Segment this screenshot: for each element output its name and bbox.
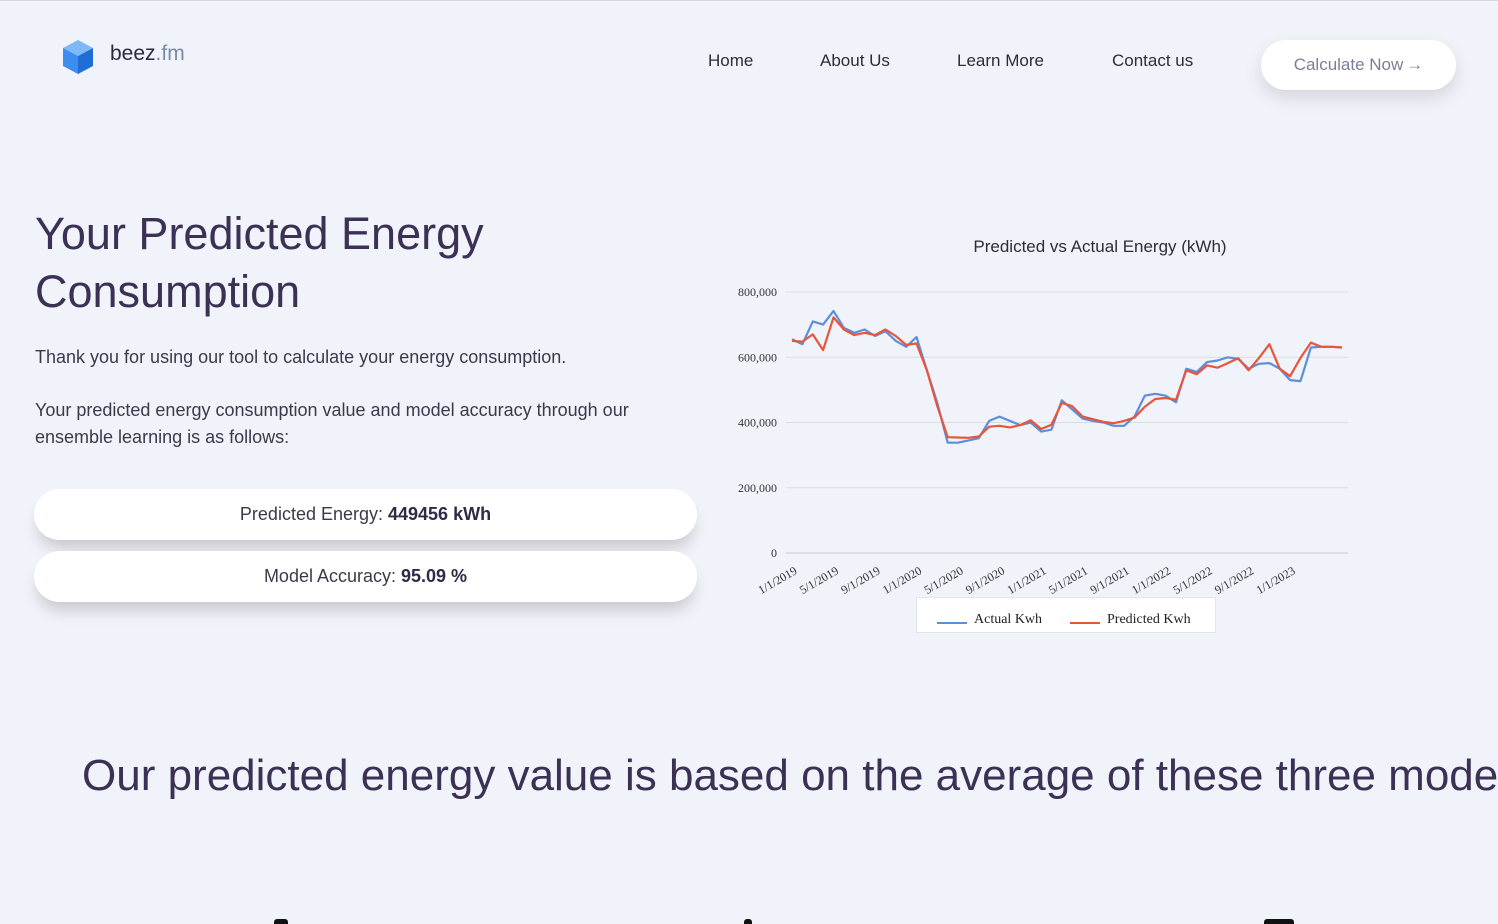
predicted-energy-label: Predicted Energy: (239, 504, 383, 524)
x-tick-label: 9/1/2020 (963, 563, 1007, 596)
cutoff-mark (1264, 919, 1294, 924)
x-tick-label: 5/1/2020 (922, 563, 966, 596)
brand-name-tld: .fm (155, 42, 185, 65)
y-tick-label: 0 (771, 546, 777, 560)
legend-item-predicted: Predicted Kwh (1070, 613, 1191, 627)
nav-home-link[interactable]: Home (708, 51, 754, 70)
calculate-now-label: Calculate Now (1293, 55, 1404, 74)
arrow-right-icon: → (1406, 55, 1424, 74)
x-tick-label: 9/1/2022 (1212, 563, 1256, 596)
predicted-kwh-series-line (791, 316, 1343, 439)
model-accuracy-card: Model Accuracy: 95.09 % (34, 551, 697, 602)
x-tick-label: 5/1/2022 (1171, 563, 1215, 596)
y-tick-label: 400,000 (738, 416, 777, 430)
predicted-energy-card: Predicted Energy: 449456 kWh (34, 489, 697, 540)
y-tick-label: 800,000 (738, 285, 777, 299)
model-accuracy-label: Model Accuracy: (263, 566, 396, 586)
brand-name-main: beez (110, 42, 156, 65)
energy-line-chart: 0200,000400,000600,000800,0001/1/20195/1… (738, 285, 1348, 597)
cube-icon (63, 40, 93, 74)
chart-title: Predicted vs Actual Energy (kWh) (973, 237, 1227, 256)
x-tick-label: 1/1/2019 (756, 563, 800, 596)
legend-label-predicted: Predicted Kwh (1107, 612, 1191, 627)
x-tick-label: 5/1/2021 (1046, 563, 1090, 596)
nav-learn-more-link[interactable]: Learn More (957, 51, 1044, 70)
bottom-cutoff-edge (0, 919, 1498, 924)
legend-swatch-predicted (1070, 622, 1100, 624)
x-tick-label: 9/1/2021 (1088, 563, 1132, 596)
x-tick-label: 5/1/2019 (797, 563, 841, 596)
intro-paragraph: Thank you for using our tool to calculat… (35, 347, 567, 367)
y-tick-label: 200,000 (738, 481, 777, 495)
x-tick-label: 1/1/2020 (880, 563, 924, 596)
legend-swatch-actual (937, 622, 967, 624)
explanation-paragraph: Your predicted energy consumption value … (35, 400, 629, 447)
model-accuracy-value: 95.09 % (401, 566, 468, 586)
x-tick-label: 1/1/2022 (1129, 563, 1173, 596)
x-tick-label: 1/1/2023 (1254, 563, 1298, 596)
brand-name: beez.fm (110, 42, 185, 66)
brand-logo[interactable]: beez.fm (62, 39, 185, 75)
cutoff-mark (744, 919, 752, 924)
x-tick-label: 1/1/2021 (1005, 563, 1049, 596)
predicted-energy-value: 449456 kWh (388, 504, 492, 524)
chart-legend: Actual Kwh Predicted Kwh (916, 597, 1216, 633)
x-tick-label: 9/1/2019 (839, 563, 883, 596)
legend-label-actual: Actual Kwh (974, 612, 1043, 627)
page-title: Your Predicted Energy Consumption (35, 208, 484, 317)
cutoff-mark (274, 919, 288, 924)
nav-about-us-link[interactable]: About Us (820, 51, 890, 70)
legend-item-actual: Actual Kwh (937, 613, 1042, 627)
nav-contact-us-link[interactable]: Contact us (1112, 51, 1194, 70)
calculate-now-button[interactable]: Calculate Now → (1261, 40, 1456, 90)
y-tick-label: 600,000 (738, 350, 777, 364)
models-section-title: Our predicted energy value is based on t… (82, 751, 1498, 800)
